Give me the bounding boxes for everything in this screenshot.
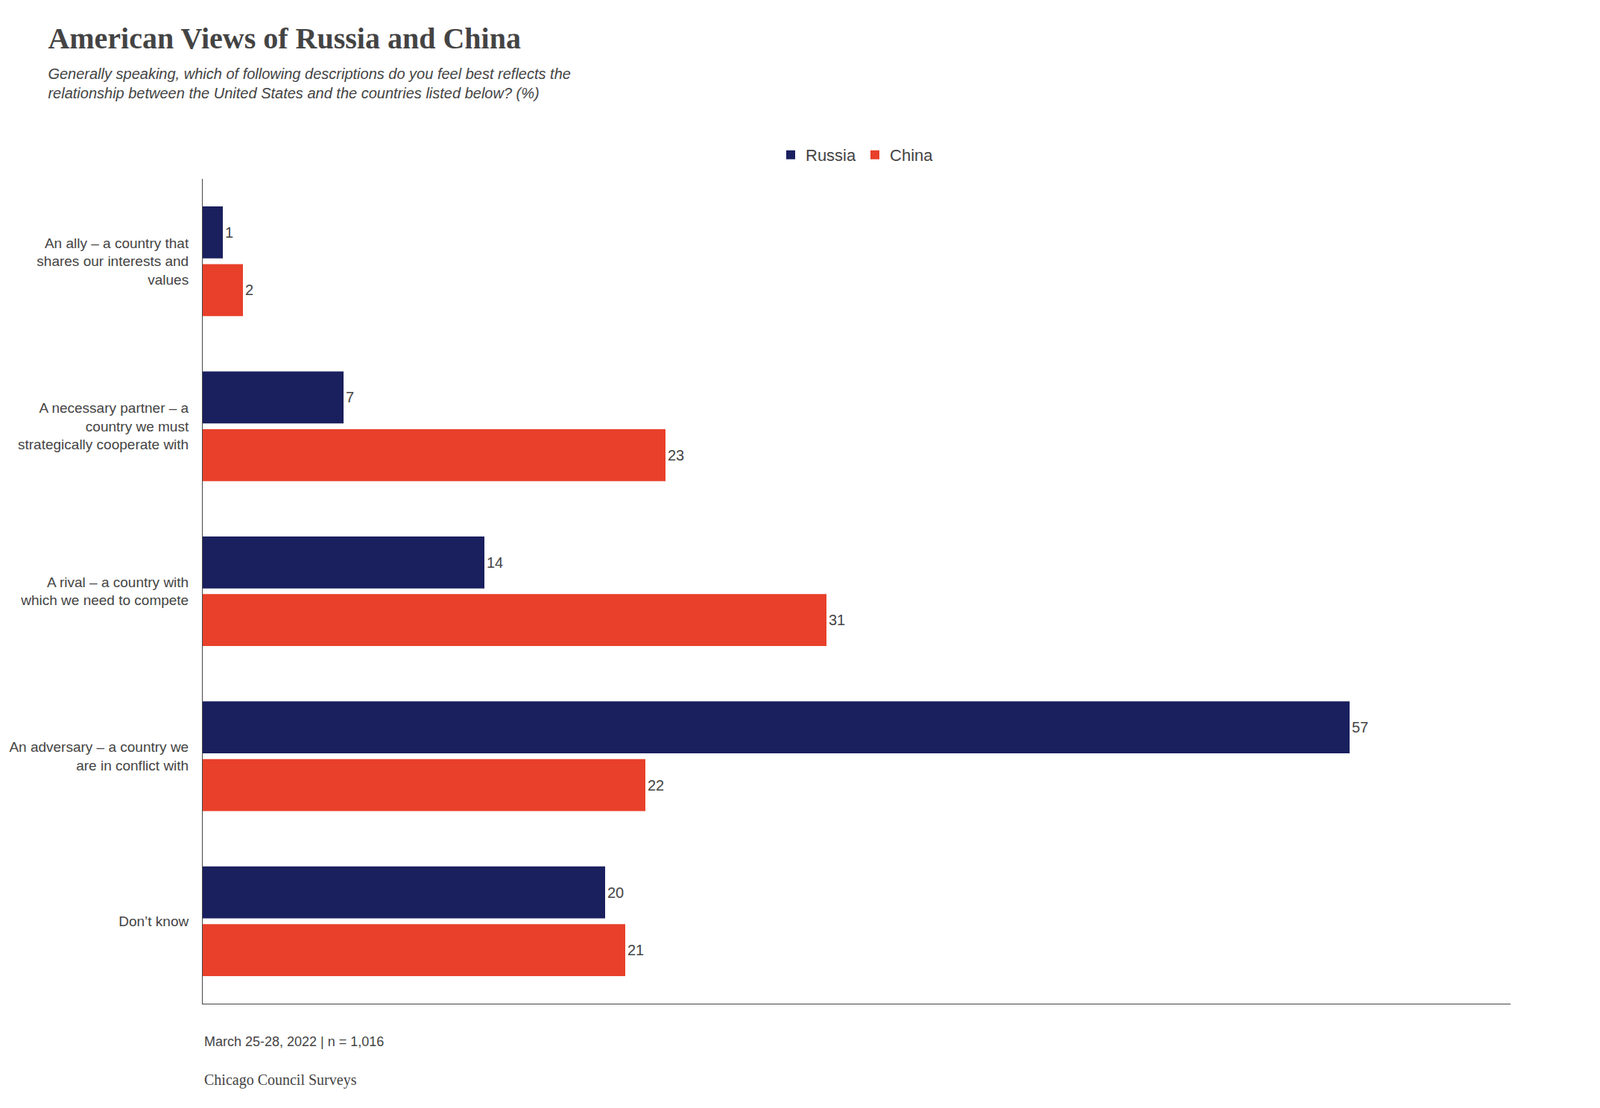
svg-text:China: China: [889, 146, 934, 165]
svg-text:23: 23: [667, 447, 685, 464]
svg-text:57: 57: [1351, 719, 1369, 736]
svg-text:An ally – a country thatshares: An ally – a country thatshares our inter…: [36, 235, 190, 288]
svg-text:21: 21: [627, 941, 644, 959]
svg-text:20: 20: [607, 884, 624, 901]
svg-text:American Views of Russia and C: American Views of Russia and China: [47, 21, 521, 56]
svg-text:14: 14: [486, 554, 504, 571]
svg-text:A necessary partner – acountry: A necessary partner – acountry we mustst…: [17, 400, 190, 453]
svg-text:March 25-28, 2022 | n = 1,016: March 25-28, 2022 | n = 1,016: [204, 1034, 384, 1050]
svg-text:Don’t know: Don’t know: [118, 913, 189, 930]
svg-text:Russia: Russia: [805, 146, 857, 165]
svg-text:22: 22: [647, 777, 664, 794]
svg-text:2: 2: [245, 281, 254, 299]
svg-text:A rival – a country withwhich: A rival – a country withwhich we need to…: [20, 574, 189, 609]
svg-text:7: 7: [345, 389, 354, 406]
svg-text:Chicago Council Surveys: Chicago Council Surveys: [204, 1071, 357, 1089]
svg-text:31: 31: [828, 611, 846, 629]
svg-text:An adversary – a country weare: An adversary – a country weare in confli…: [8, 739, 189, 774]
svg-text:1: 1: [225, 224, 234, 241]
svg-text:Generally speaking, which of f: Generally speaking, which of following d…: [47, 65, 571, 102]
